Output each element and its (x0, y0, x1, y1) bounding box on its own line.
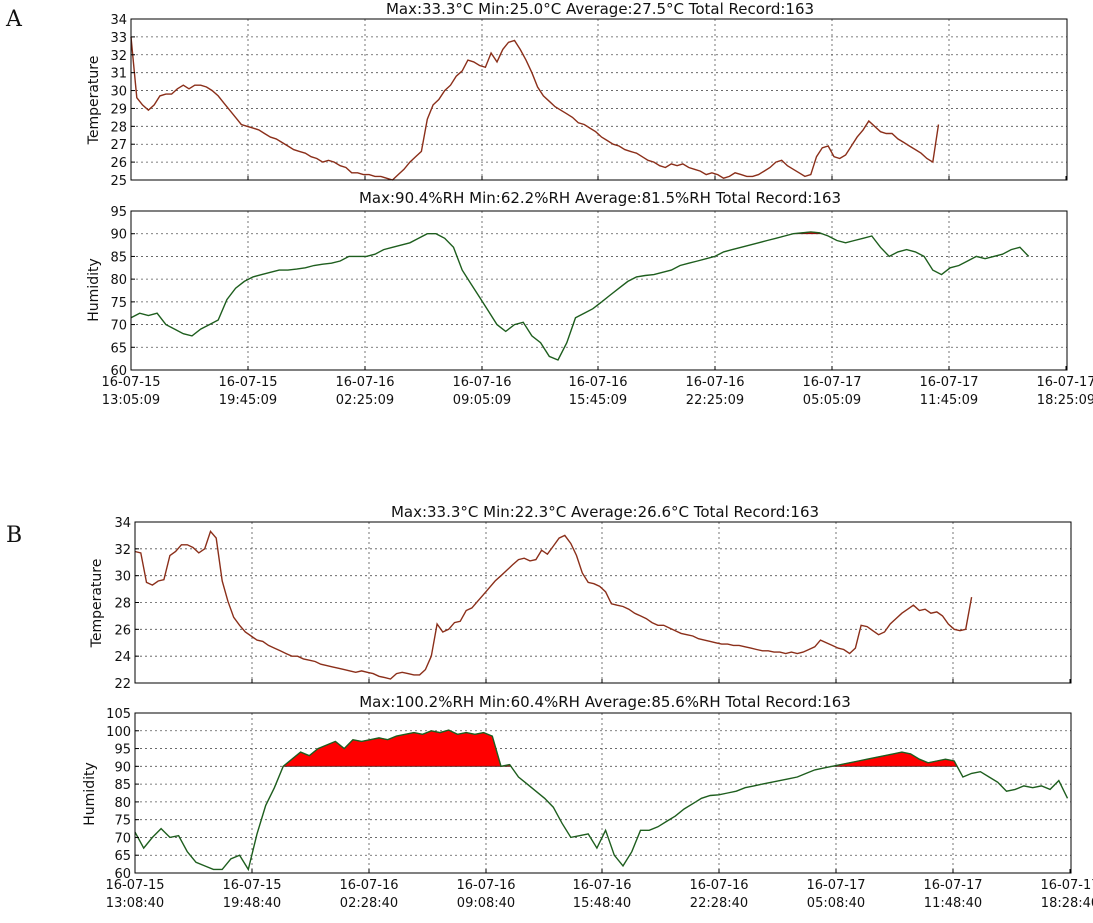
y-tick-label: 95 (114, 743, 131, 758)
temperature-plot-a: 25 26 27 28 29 30 31 32 33 34 (110, 13, 1068, 189)
y-tick-label: 80 (110, 273, 127, 288)
x-tick-date: 16-07-17 (919, 375, 978, 390)
y-tick-label: 90 (114, 760, 131, 775)
x-tick-date: 16-07-16 (339, 878, 398, 893)
x-tick-date: 16-07-16 (335, 375, 394, 390)
y-tick-label: 26 (110, 156, 127, 171)
y-tick-label: 105 (106, 707, 131, 722)
x-tick-labels-a: 16-07-15 13:05:09 16-07-15 19:45:09 16-07-16… (101, 375, 1093, 408)
y-tick-label: 85 (110, 250, 127, 265)
x-tick-time: 22:28:40 (690, 896, 748, 911)
panel-letter-a: A (5, 7, 23, 32)
humidity-ylabel-b: Humidity (82, 762, 98, 825)
x-tick-time: 15:48:40 (573, 896, 631, 911)
x-tick-date: 16-07-16 (689, 878, 748, 893)
y-tick-label: 30 (114, 570, 131, 585)
x-tick-time: 11:45:09 (920, 393, 978, 408)
x-tick-time: 09:05:09 (453, 393, 511, 408)
y-tick-label: 100 (106, 725, 131, 740)
x-tick-time: 02:25:09 (336, 393, 394, 408)
y-tick-label: 80 (114, 796, 131, 811)
x-tick-labels-b: 16-07-15 13:08:40 16-07-15 19:48:40 16-07-16… (105, 878, 1093, 911)
y-tick-label: 28 (110, 120, 127, 135)
x-tick-date: 16-07-16 (568, 375, 627, 390)
x-tick-time: 02:28:40 (340, 896, 398, 911)
x-tick-date: 16-07-17 (923, 878, 982, 893)
x-tick-date: 16-07-16 (452, 375, 511, 390)
y-tick-label: 27 (110, 138, 127, 153)
y-tick-label: 25 (110, 174, 127, 189)
humidity-title-b: Max:100.2%RH Min:60.4%RH Average:85.6%RH… (359, 693, 851, 711)
temperature-ylabel-a: Temperature (86, 56, 102, 146)
series-line (134, 530, 973, 680)
x-tick-time: 09:08:40 (457, 896, 515, 911)
y-tick-label: 34 (110, 13, 127, 28)
x-tick-time: 13:05:09 (102, 393, 160, 408)
y-tick-label: 65 (114, 849, 131, 864)
x-tick-date: 16-07-15 (105, 878, 164, 893)
temperature-plot-b: 22 24 26 28 30 32 34 (114, 516, 1072, 692)
x-tick-time: 18:25:09 (1037, 393, 1093, 408)
x-tick-date: 16-07-15 (222, 878, 281, 893)
x-tick-time: 22:25:09 (686, 393, 744, 408)
x-tick-time: 15:45:09 (569, 393, 627, 408)
y-tick-label: 32 (110, 49, 127, 64)
x-tick-time: 05:05:09 (803, 393, 861, 408)
humidity-ylabel-a: Humidity (86, 258, 102, 321)
x-tick-date: 16-07-17 (1036, 375, 1093, 390)
plot-frame (130, 210, 1068, 371)
panel-letter-b: B (6, 523, 22, 548)
y-tick-label: 29 (110, 102, 127, 117)
humidity-plot-b: 60 65 70 75 80 85 90 95 100 105 (106, 707, 1072, 882)
y-tick-label: 34 (114, 516, 131, 531)
x-tick-time: 18:28:40 (1041, 896, 1093, 911)
y-tick-label: 75 (114, 814, 131, 829)
y-tick-label: 26 (114, 623, 131, 638)
x-tick-time: 11:48:40 (924, 896, 982, 911)
series-line (134, 729, 1069, 872)
plot-frame (134, 712, 1072, 874)
x-tick-date: 16-07-16 (456, 878, 515, 893)
y-tick-label: 85 (114, 778, 131, 793)
y-tick-label: 75 (110, 296, 127, 311)
x-tick-date: 16-07-15 (101, 375, 160, 390)
y-tick-label: 90 (110, 228, 127, 243)
x-tick-time: 05:08:40 (807, 896, 865, 911)
temperature-title-a: Max:33.3°C Min:25.0°C Average:27.5°C Tot… (386, 0, 814, 18)
y-tick-label: 31 (110, 67, 127, 82)
x-tick-date: 16-07-17 (802, 375, 861, 390)
y-tick-label: 60 (114, 867, 131, 882)
y-tick-label: 22 (114, 677, 131, 692)
x-tick-date: 16-07-15 (218, 375, 277, 390)
y-tick-label: 28 (114, 597, 131, 612)
series-line (130, 36, 940, 181)
temperature-ylabel-b: Temperature (89, 559, 105, 649)
x-tick-date: 16-07-17 (806, 878, 865, 893)
humidity-plot-a: 60 65 70 75 80 85 90 95 (110, 205, 1068, 379)
plot-frame (130, 18, 1068, 181)
y-tick-label: 60 (110, 364, 127, 379)
y-tick-label: 33 (110, 31, 127, 46)
x-tick-time: 19:48:40 (223, 896, 281, 911)
y-tick-label: 30 (110, 85, 127, 100)
x-tick-date: 16-07-17 (1040, 878, 1093, 893)
y-tick-label: 95 (110, 205, 127, 220)
y-tick-label: 65 (110, 341, 127, 356)
y-tick-label: 70 (110, 319, 127, 334)
humidity-title-a: Max:90.4%RH Min:62.2%RH Average:81.5%RH … (359, 189, 841, 207)
y-tick-label: 70 (114, 831, 131, 846)
x-tick-time: 13:08:40 (106, 896, 164, 911)
y-tick-label: 32 (114, 543, 131, 558)
x-tick-date: 16-07-16 (685, 375, 744, 390)
x-tick-date: 16-07-16 (572, 878, 631, 893)
temperature-title-b: Max:33.3°C Min:22.3°C Average:26.6°C Tot… (391, 503, 819, 521)
x-tick-time: 19:45:09 (219, 393, 277, 408)
series-line (130, 231, 1030, 361)
y-tick-label: 24 (114, 650, 131, 665)
